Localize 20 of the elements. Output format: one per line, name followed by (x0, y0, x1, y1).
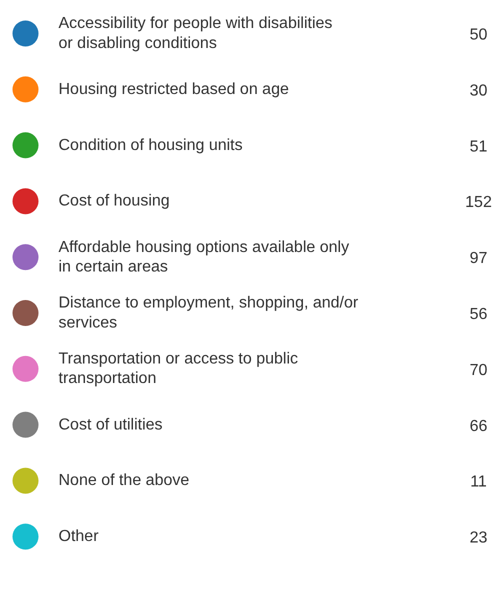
category-label: Other (58, 528, 100, 546)
data-label: 70 (470, 362, 488, 379)
category-label: Cost of utilities (58, 416, 163, 434)
data-label: 51 (470, 138, 488, 156)
data-label: 97 (470, 250, 488, 268)
data-label: 66 (470, 418, 488, 435)
category-label: Cost of housing (58, 192, 170, 210)
data-label: 50 (470, 26, 488, 44)
category-label: Distance to employment, shopping, and/or services (58, 294, 359, 332)
category-label: Housing restricted based on age (58, 80, 289, 98)
category-label: None of the above (58, 472, 190, 490)
category-label: Transportation or access to public transportation (58, 350, 298, 388)
data-label: 11 (470, 474, 487, 491)
data-label: 30 (470, 82, 488, 100)
category-label: Accessibility for people with disabilities or disabling conditions (58, 15, 332, 52)
data-label: 23 (470, 530, 488, 547)
category-label: Condition of housing units (58, 136, 243, 154)
category-label: Affordable housing options available only in certain areas (58, 238, 350, 276)
data-label: 152 (465, 194, 492, 212)
data-label: 56 (470, 306, 488, 323)
